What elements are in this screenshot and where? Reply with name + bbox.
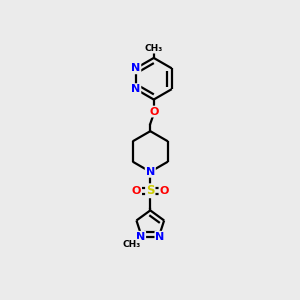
Text: O: O [132, 186, 141, 196]
Text: S: S [146, 184, 154, 197]
Text: O: O [160, 186, 169, 196]
Text: CH₃: CH₃ [145, 44, 163, 53]
Text: CH₃: CH₃ [122, 240, 140, 249]
Text: N: N [155, 232, 165, 242]
Text: O: O [149, 106, 158, 116]
Text: N: N [131, 63, 140, 73]
Text: N: N [146, 167, 155, 177]
Text: N: N [131, 84, 140, 94]
Text: N: N [136, 232, 145, 242]
